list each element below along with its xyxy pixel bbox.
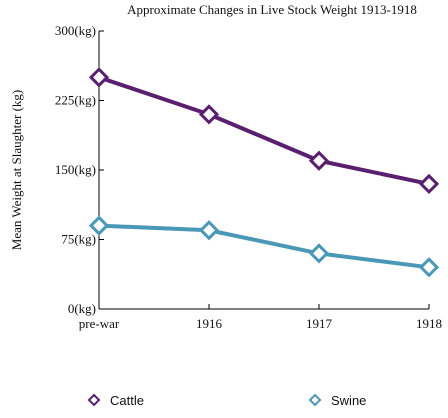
y-tick-label: 300(kg) [55,23,96,38]
series-line [98,75,430,186]
y-tick-label: 150(kg) [55,162,96,177]
data-point [198,220,220,241]
x-tick-label: 1916 [196,316,223,331]
series-line [98,223,430,270]
y-tick-label: 225(kg) [55,93,96,108]
legend-item: Swine [308,393,366,408]
legend-label: Cattle [110,393,144,408]
axes [98,30,430,310]
data-point [88,67,110,88]
legend-marker [87,393,101,407]
data-point [88,215,110,236]
data-point [308,243,330,264]
series-layer [88,67,440,278]
y-axis-label: Mean Weight at Slaughter (kg) [9,90,24,250]
legend: Cattle Swine [87,393,366,408]
y-tick-label: 75(kg) [61,232,96,247]
series-cattle [88,67,440,195]
legend-marker [308,393,322,407]
series-swine [88,215,440,278]
tick-labels: 0(kg) 75(kg) 150(kg) 225(kg) 300(kg) pre-war 1… [55,23,442,331]
y-tick-label: 0(kg) [68,301,96,316]
legend-label: Swine [331,393,366,408]
data-point [198,104,220,125]
data-point [418,173,440,195]
data-point [308,150,330,171]
x-tick-label: 1917 [306,316,333,331]
x-tick-label: pre-war [79,316,120,331]
chart-title: Approximate Changes in Live Stock Weight… [127,2,417,17]
x-tick-label: 1918 [416,316,442,331]
legend-item: Cattle [87,393,144,408]
data-point [418,257,440,278]
